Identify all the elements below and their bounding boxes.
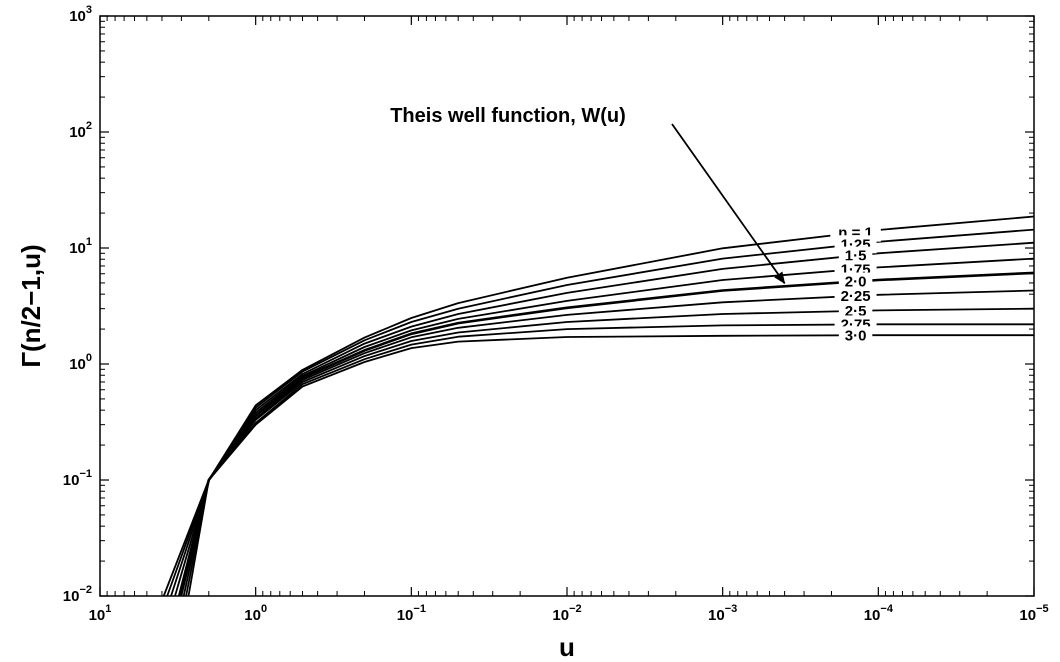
curve-n-1_5 bbox=[170, 241, 1035, 597]
x-tick-label: 100 bbox=[244, 603, 267, 624]
x-tick-label: 10−5 bbox=[1019, 603, 1048, 624]
curve-label: 3·0 bbox=[845, 327, 867, 344]
curve-label-bg bbox=[838, 326, 873, 345]
annotation-label: Theis well function, W(u) bbox=[390, 105, 626, 127]
y-tick-labels: 10−2 10−1 100 101 102 103 bbox=[63, 4, 92, 605]
y-tick-label: 100 bbox=[69, 352, 92, 373]
annotation-arrow bbox=[671, 123, 786, 285]
annotation: Theis well function, W(u) bbox=[390, 105, 786, 285]
curve-label-bg bbox=[838, 246, 873, 265]
tick-marks bbox=[99, 15, 1035, 597]
y-tick-label: 10−1 bbox=[63, 468, 92, 489]
curve-n-2_5 bbox=[182, 307, 1035, 597]
curve-label: 2·0 bbox=[845, 274, 867, 291]
plot-frame bbox=[99, 15, 1035, 597]
x-tick-label: 10−2 bbox=[552, 603, 581, 624]
x-tick-label: 10−4 bbox=[864, 603, 894, 624]
y-tick-label: 101 bbox=[69, 236, 92, 257]
curve-labels: n = 11·251·51·752·02·252·52·753·0 bbox=[830, 223, 881, 345]
x-tick-label: 10−3 bbox=[708, 603, 737, 624]
y-axis-title: Γ(n/2−1,u) bbox=[16, 244, 46, 367]
curves bbox=[162, 215, 1035, 597]
x-tick-labels: 101 100 10−1 10−2 10−3 10−4 10−5 bbox=[89, 603, 1049, 624]
curve-n-3 bbox=[187, 334, 1034, 597]
curve-n-2 bbox=[177, 271, 1035, 597]
x-tick-label: 101 bbox=[89, 603, 112, 624]
y-tick-label: 10−2 bbox=[63, 584, 92, 605]
curve-label-bg bbox=[838, 301, 873, 320]
x-tick-label: 10−1 bbox=[397, 603, 426, 624]
curve-n-1 bbox=[162, 215, 1035, 597]
y-tick-label: 102 bbox=[69, 120, 92, 141]
y-tick-label: 103 bbox=[69, 4, 92, 25]
curve-label: 2·25 bbox=[841, 288, 871, 305]
curve-label-bg bbox=[834, 286, 877, 305]
x-axis-title: u bbox=[559, 632, 575, 662]
curve-label-bg bbox=[838, 272, 873, 291]
curve-n-1_25 bbox=[166, 228, 1035, 597]
